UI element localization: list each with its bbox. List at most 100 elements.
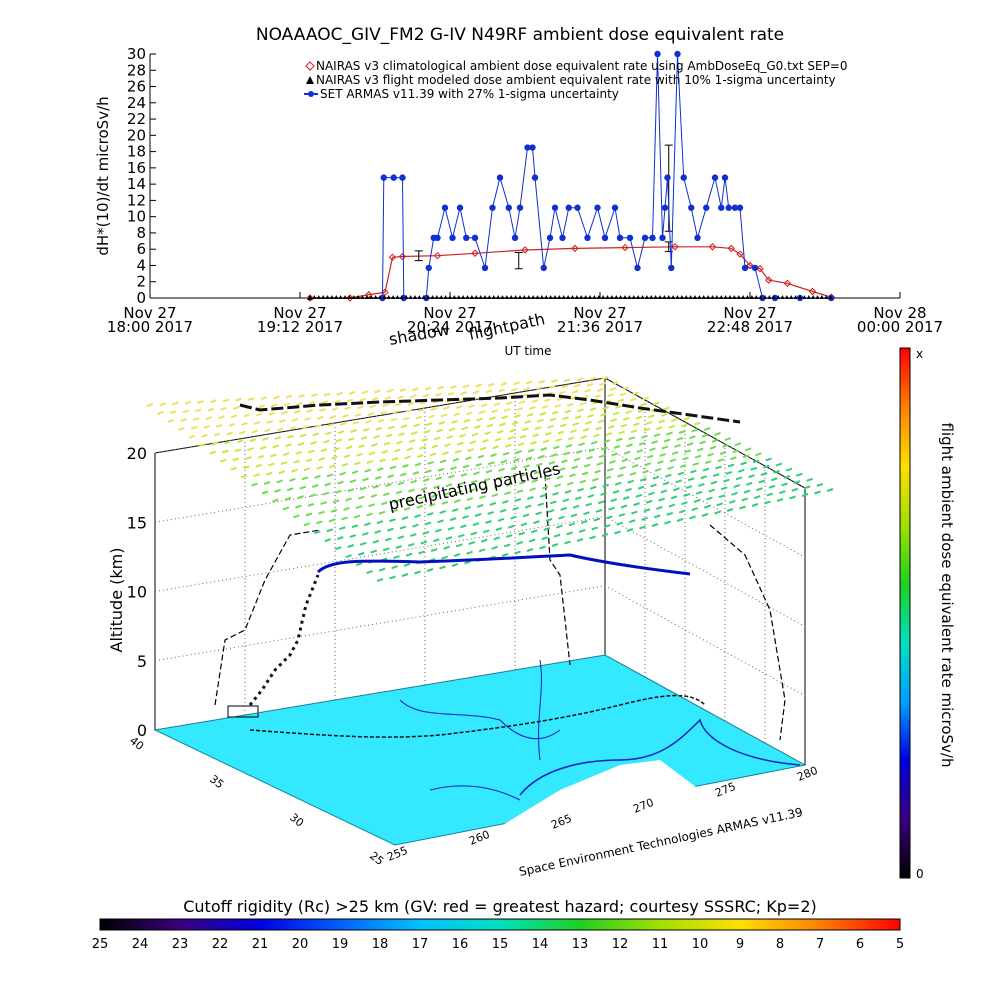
particle-mark — [276, 479, 284, 484]
particle-mark — [518, 400, 526, 405]
particle-mark — [463, 418, 471, 423]
data-point — [725, 204, 732, 211]
particle-mark — [241, 421, 248, 426]
particle-mark — [641, 516, 649, 521]
particle-mark — [534, 426, 542, 430]
data-point — [417, 295, 422, 299]
data-point — [570, 295, 575, 299]
particle-mark — [318, 456, 326, 461]
particle-mark — [710, 480, 718, 485]
particle-mark — [447, 526, 455, 531]
particle-mark — [484, 431, 491, 436]
particle-mark — [467, 448, 474, 453]
particle-mark — [397, 481, 405, 486]
data-point — [408, 295, 413, 299]
particle-mark — [318, 510, 325, 515]
particle-mark — [389, 575, 396, 580]
particle-mark — [566, 481, 574, 486]
particle-mark — [669, 458, 677, 463]
particle-mark — [188, 434, 196, 439]
particle-mark — [385, 433, 393, 438]
particle-mark — [591, 526, 598, 531]
data-point — [706, 295, 711, 299]
particle-mark — [258, 404, 265, 409]
particle-mark — [577, 408, 584, 413]
particle-mark — [333, 446, 340, 451]
particle-mark — [603, 439, 610, 444]
particle-mark — [714, 510, 721, 515]
time-series-marks — [306, 50, 835, 302]
particle-mark — [337, 430, 345, 435]
particle-mark — [739, 505, 746, 510]
particle-mark — [602, 406, 610, 410]
particle-mark — [439, 459, 447, 464]
rigidity-tick-label: 9 — [736, 937, 744, 952]
particle-mark — [661, 445, 669, 450]
particle-mark — [642, 396, 650, 401]
particle-mark — [665, 473, 672, 478]
y-tick-label: 4 — [136, 256, 146, 274]
particle-mark — [443, 545, 450, 550]
particle-mark — [816, 482, 824, 487]
longitude-tick-label: 255 — [385, 844, 409, 864]
particle-mark — [701, 513, 709, 517]
data-point — [373, 295, 378, 299]
particle-mark — [365, 419, 372, 424]
particle-mark — [487, 510, 494, 515]
particle-mark — [751, 503, 759, 507]
data-point — [596, 295, 601, 299]
particle-mark — [367, 412, 374, 416]
particle-mark — [683, 416, 691, 421]
altitude-gridline — [154, 446, 806, 558]
particle-mark — [702, 467, 710, 472]
particle-mark — [691, 428, 699, 433]
particle-mark — [725, 471, 733, 475]
particle-mark — [308, 401, 316, 405]
data-point — [487, 295, 492, 299]
particle-mark — [525, 456, 533, 461]
particle-mark — [694, 454, 702, 459]
precipitating-particles-grid — [146, 376, 834, 582]
particle-mark — [443, 406, 450, 411]
particle-mark — [420, 486, 428, 491]
particle-mark — [336, 391, 343, 396]
particle-mark — [328, 464, 336, 469]
particle-mark — [346, 398, 354, 403]
particle-mark — [464, 506, 472, 510]
particle-mark — [389, 465, 397, 470]
particle-mark — [619, 392, 627, 397]
particle-mark — [512, 506, 520, 511]
particle-mark — [345, 445, 353, 450]
particle-mark — [596, 388, 604, 392]
particle-mark — [387, 474, 395, 479]
particle-mark — [257, 454, 265, 459]
particle-mark — [583, 463, 591, 468]
particle-mark — [283, 402, 291, 407]
data-point — [636, 295, 641, 299]
particle-mark — [612, 489, 620, 494]
rigidity-tick-label: 12 — [612, 937, 629, 952]
particle-mark — [461, 426, 469, 431]
data-point — [658, 295, 662, 299]
particle-mark — [247, 447, 254, 451]
particle-mark — [589, 407, 597, 412]
particle-mark — [756, 487, 763, 492]
data-point — [819, 295, 824, 299]
data-point — [553, 295, 557, 299]
data-point — [382, 295, 387, 299]
particle-mark — [544, 477, 551, 482]
data-point — [674, 50, 681, 58]
data-point — [806, 295, 811, 299]
particle-mark — [668, 424, 676, 429]
particle-mark — [666, 512, 674, 516]
particle-mark — [785, 467, 793, 472]
altitude-gridline — [154, 654, 806, 766]
particle-mark — [631, 510, 638, 515]
particle-mark — [764, 500, 771, 505]
rigidity-tick-label: 22 — [212, 937, 229, 952]
particle-mark — [414, 514, 421, 519]
error-bar — [414, 250, 423, 262]
particle-mark — [554, 483, 562, 488]
particle-mark — [606, 467, 614, 472]
particle-mark — [537, 418, 544, 423]
